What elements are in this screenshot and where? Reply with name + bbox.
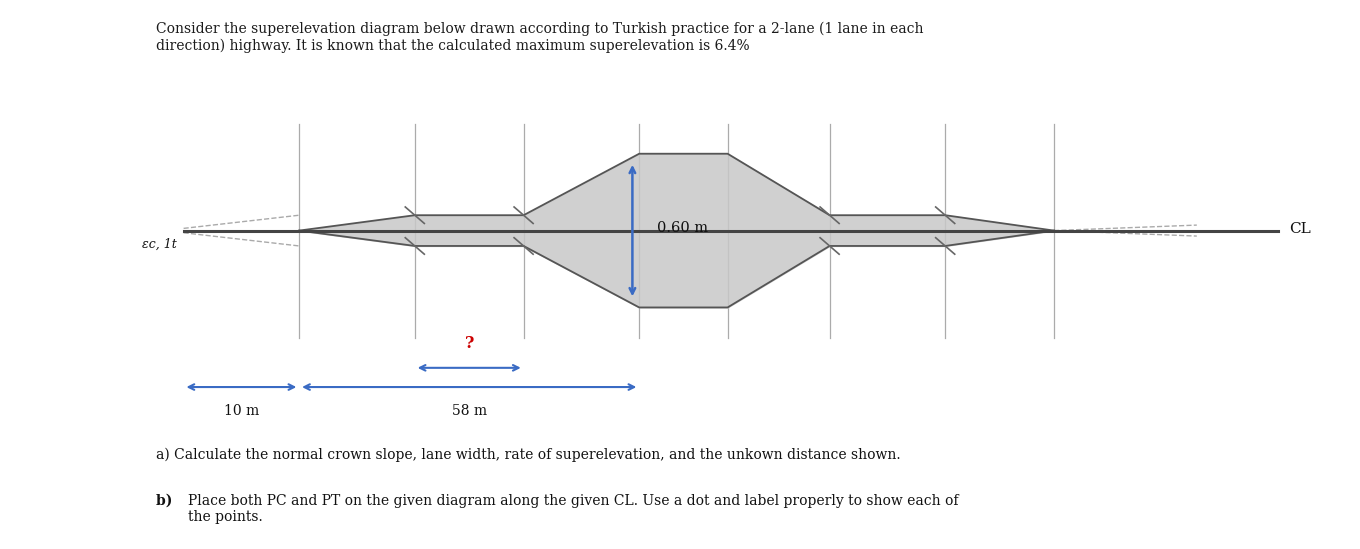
Text: direction) highway. It is known that the calculated maximum superelevation is 6.: direction) highway. It is known that the… <box>156 38 749 53</box>
Text: b): b) <box>156 494 178 508</box>
Text: εc, 1t: εc, 1t <box>141 238 177 251</box>
Text: 0.60 m: 0.60 m <box>657 221 709 235</box>
Text: Consider the superelevation diagram below drawn according to Turkish practice fo: Consider the superelevation diagram belo… <box>156 22 923 36</box>
Text: a) Calculate the normal crown slope, lane width, rate of superelevation, and the: a) Calculate the normal crown slope, lan… <box>156 447 902 462</box>
Text: 10 m: 10 m <box>224 404 258 418</box>
Text: 58 m: 58 m <box>452 404 487 418</box>
Text: CL: CL <box>1289 222 1311 237</box>
Text: Place both PC and PT on the given diagram along the given CL. Use a dot and labe: Place both PC and PT on the given diagra… <box>188 494 959 524</box>
Text: ?: ? <box>465 335 473 352</box>
